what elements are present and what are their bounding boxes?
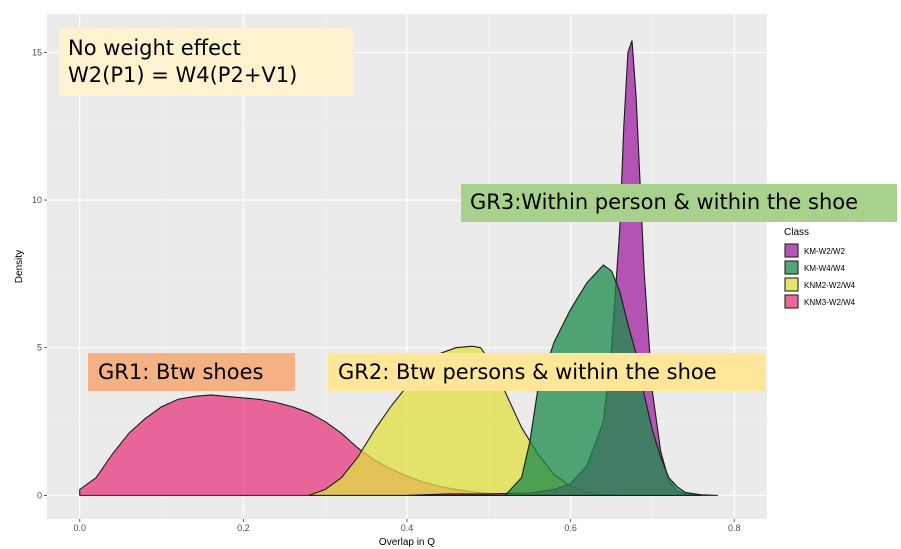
legend-label: KNM3-W2/W4 [804, 298, 856, 307]
legend-label: KNM2-W2/W4 [804, 281, 856, 290]
y-tick-label: 10 [32, 195, 42, 205]
x-tick-label: 0.4 [401, 523, 414, 533]
annotation-gr2: GR2: Btw persons & within the shoe [328, 353, 765, 391]
y-axis: 0 5 10 15 [32, 47, 47, 500]
annotation-gr3: GR3:Within person & within the shoe [461, 184, 897, 222]
annotation-gr1: GR1: Btw shoes [88, 353, 295, 391]
y-tick-label: 0 [37, 490, 42, 500]
legend-label: KM-W2/W2 [804, 247, 845, 256]
legend-swatch [784, 294, 799, 309]
annotation-no-weight-effect: No weight effect W2(P1) = W4(P2+V1) [59, 28, 353, 96]
y-tick-label: 5 [37, 343, 42, 353]
x-axis-title: Overlap in Q [379, 537, 435, 548]
x-tick-label: 0.0 [73, 523, 86, 533]
legend-swatch [784, 243, 799, 258]
x-axis: 0.0 0.2 0.4 0.6 0.8 [73, 519, 741, 533]
legend-title: Class [784, 227, 809, 238]
x-tick-label: 0.6 [564, 523, 577, 533]
legend-items: KM-W2/W2 KM-W4/W4 KNM2-W2/W4 KNM3-W2/W4 [784, 243, 856, 309]
legend-swatch [784, 260, 799, 275]
x-tick-label: 0.2 [237, 523, 250, 533]
y-axis-title: Density [14, 250, 25, 283]
legend: Class KM-W2/W2 KM-W4/W4 KNM2-W2/W4 KNM3-W2/… [784, 227, 856, 309]
y-tick-label: 15 [32, 47, 42, 57]
legend-swatch [784, 277, 799, 292]
x-tick-label: 0.8 [728, 523, 741, 533]
legend-label: KM-W4/W4 [804, 264, 845, 273]
